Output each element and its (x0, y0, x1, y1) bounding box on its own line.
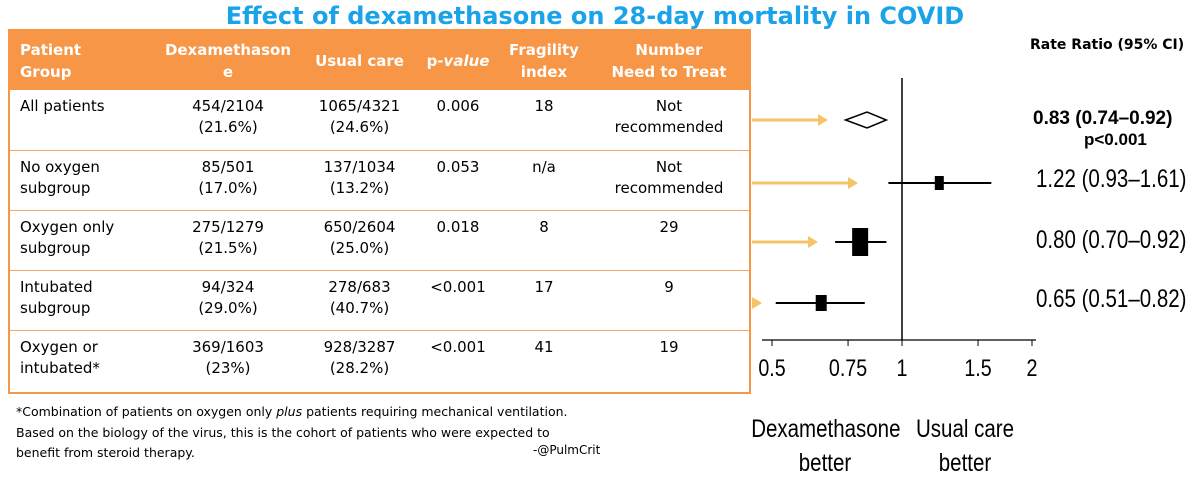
cell-dex: 275/1279 (21.5%) (154, 209, 302, 270)
author-handle: -@PulmCrit (533, 443, 601, 457)
rate-ratio-label: 0.83 (0.74–0.92) (1033, 108, 1173, 129)
pointer-arrowhead (818, 114, 828, 126)
header-nnt: Number Need to Treat (589, 31, 749, 90)
cell-nnt: 19 (589, 329, 749, 390)
chart-title: Effect of dexamethasone on 28-day mortal… (225, 2, 965, 30)
forest-plot: 0.5 0.75 1 1.5 2 (752, 78, 1038, 381)
table-row: All patients 454/2104 (21.6%) 1065/4321 (24.… (10, 90, 749, 150)
results-table: Patient Group Dexamethason e Usual care p-… (8, 29, 751, 394)
cell-nnt: Not recommended (589, 149, 749, 210)
x-tick-label: 0.5 (758, 354, 785, 381)
xlabel-dexamethasone-better: Dexamethasone better (751, 415, 901, 477)
cell-group: No oxygen subgroup (10, 149, 154, 210)
table-row: Oxygen or intubated* 369/1603 (23%) 928/3287… (10, 329, 749, 390)
cell-p: 0.018 (417, 209, 499, 270)
cell-dex: 85/501 (17.0%) (154, 149, 302, 210)
point-estimate (934, 176, 944, 190)
cell-nnt: 29 (589, 209, 749, 270)
cell-dex: 369/1603 (23%) (154, 329, 302, 390)
header-patient-group: Patient Group (10, 31, 154, 90)
cell-p: 0.053 (417, 149, 499, 210)
cell-usual: 928/3287 (28.2%) (302, 329, 417, 390)
table-row: Intubated subgroup 94/324 (29.0%) 278/683 (40… (10, 269, 749, 330)
x-tick-label: 0.75 (829, 354, 867, 381)
cell-frag: 8 (499, 209, 589, 270)
cell-usual: 278/683 (40.7%) (302, 269, 417, 330)
header-fragility-index: Fragility index (499, 31, 589, 90)
cell-frag: 17 (499, 269, 589, 330)
cell-group: Oxygen only subgroup (10, 209, 154, 270)
cell-p: 0.006 (436, 97, 480, 115)
pointer-arrowhead (848, 177, 858, 189)
cell-nnt: Not recommended (614, 97, 724, 136)
cell-p: <0.001 (417, 329, 499, 390)
overall-p-value: p<0.001 (1084, 130, 1147, 149)
point-estimate (815, 295, 827, 311)
cell-usual: 650/2604 (25.0%) (302, 209, 417, 270)
cell-nnt: 9 (589, 269, 749, 330)
cell-frag: n/a (499, 149, 589, 210)
cell-frag: 41 (499, 329, 589, 390)
header-dexamethasone: Dexamethason e (154, 31, 302, 90)
xlabel-usual-care-better: Usual care better (916, 415, 1014, 477)
rate-ratio-header: Rate Ratio (95% CI) (1030, 37, 1185, 53)
cell-group: All patients (20, 97, 105, 115)
header-p-value: p-value (417, 31, 499, 90)
cell-p: <0.001 (417, 269, 499, 330)
rate-ratio-label: 0.65 (0.51–0.82) (1036, 285, 1187, 313)
rate-ratio-label: 0.80 (0.70–0.92) (1036, 226, 1187, 254)
table-row: No oxygen subgroup 85/501 (17.0%) 137/1034 (1… (10, 149, 749, 210)
x-tick-label: 2 (1027, 354, 1038, 381)
rate-ratio-label: 1.22 (0.93–1.61) (1036, 165, 1187, 193)
cell-group: Intubated subgroup (10, 269, 154, 330)
point-estimate (852, 228, 869, 256)
table-row: Oxygen only subgroup 275/1279 (21.5%) 650/26… (10, 209, 749, 270)
x-tick-label: 1 (897, 354, 908, 381)
table-header-row: Patient Group Dexamethason e Usual care p-… (10, 31, 749, 90)
pointer-arrowhead (808, 236, 818, 248)
cell-frag: 18 (534, 97, 554, 115)
pooled-estimate-diamond (843, 111, 889, 129)
cell-usual: 1065/4321 (24.6%) (318, 97, 401, 136)
cell-usual: 137/1034 (13.2%) (302, 149, 417, 210)
x-tick-label: 1.5 (964, 354, 991, 381)
header-usual-care: Usual care (302, 31, 417, 90)
footnote: *Combination of patients on oxygen only … (16, 404, 568, 460)
pointer-arrowhead (752, 297, 762, 309)
cell-group: Oxygen or intubated* (10, 329, 154, 390)
cell-dex: 94/324 (29.0%) (154, 269, 302, 330)
cell-dex: 454/2104 (21.6%) (192, 97, 264, 136)
